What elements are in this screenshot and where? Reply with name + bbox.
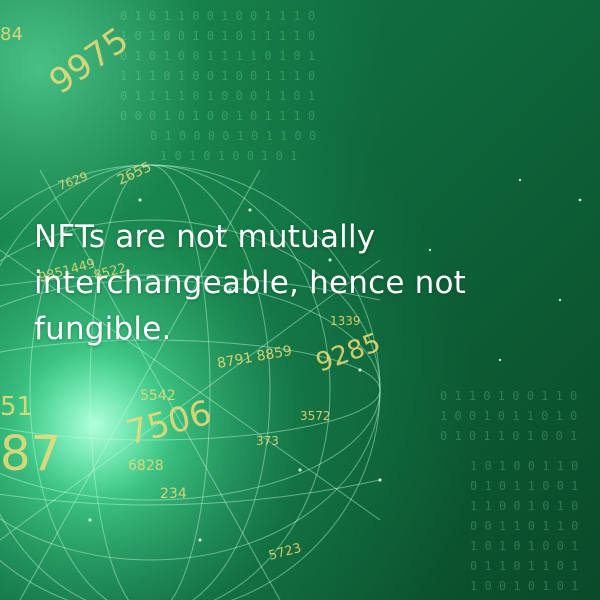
svg-text:51: 51 [0,392,33,422]
svg-text:0 1 0 0 0 0 1 0 1 1 0 0: 0 1 0 0 0 0 1 0 1 1 0 0 [150,129,316,143]
svg-text:3572: 3572 [300,409,331,423]
wireframe-globe [0,164,381,600]
binary-code-pattern: 0 1 0 1 1 0 0 1 0 0 1 1 1 0 1 0 1 0 0 1 … [120,9,578,593]
headline-text: NFTs are not mutually interchangeable, h… [34,219,467,347]
svg-text:1 0 1 0 0 1 0 1 0 1 1 1 1 0: 1 0 1 0 0 1 0 1 0 1 1 1 1 0 [120,29,315,43]
svg-text:1 0 1 0 1 0 0 1: 1 0 1 0 1 0 0 1 [470,539,578,553]
svg-text:6828: 6828 [128,458,164,474]
svg-text:0 1 0 1 0 0 1 1 1 1 0 1 0 1: 0 1 0 1 0 0 1 1 1 1 0 1 0 1 [120,49,315,63]
svg-text:373: 373 [256,434,279,448]
svg-text:1 0 0 1 0 1 1 0 1 0: 1 0 0 1 0 1 1 0 1 0 [440,409,577,423]
svg-text:5723: 5723 [267,541,303,564]
svg-text:0 1 1 0 1 0 0 1 1 0: 0 1 1 0 1 0 0 1 1 0 [440,389,577,403]
svg-text:1 0 0 1 0 1 0 1: 1 0 0 1 0 1 0 1 [470,579,578,593]
svg-text:7629: 7629 [56,169,89,193]
svg-text:5542: 5542 [140,388,176,404]
svg-text:0 1 0 1 1 0 1 0 0 1: 0 1 0 1 1 0 1 0 0 1 [440,429,577,443]
svg-text:1 0 1 0 1 0 0 1 0 1: 1 0 1 0 1 0 0 1 0 1 [160,149,297,163]
svg-text:1339: 1339 [330,314,361,328]
svg-text:1 1 0 0 1 0 1 0: 1 1 0 0 1 0 1 0 [470,499,578,513]
svg-text:0 1 1 1 1 0 1 0 0 0 1 1 0 1: 0 1 1 1 1 0 1 0 0 0 1 1 0 1 [120,89,315,103]
svg-text:0 1 0 1 1 0 0 1: 0 1 0 1 1 0 0 1 [470,479,578,493]
network-nodes [58,178,582,542]
svg-text:234: 234 [160,486,187,502]
svg-text:2655: 2655 [115,159,154,189]
svg-text:0 0 1 1 0 1 1 0: 0 0 1 1 0 1 1 0 [470,519,578,533]
svg-text:87: 87 [0,426,61,482]
svg-text:0 1 0 1 1 0 0 1 0 0 1 1 1 0: 0 1 0 1 1 0 0 1 0 0 1 1 1 0 [120,9,315,23]
svg-text:1 0 1 0 0 1 1 0: 1 0 1 0 0 1 1 0 [470,459,578,473]
svg-text:84: 84 [0,24,23,45]
svg-text:0 0 0 1 0 1 0 0 1 0 1 1 1 0: 0 0 0 1 0 1 0 0 1 0 1 1 1 0 [120,109,315,123]
svg-text:1 1 1 0 1 0 0 1 0 0 1 1 1 0: 1 1 1 0 1 0 0 1 0 0 1 1 1 0 [120,69,315,83]
svg-text:0 1 1 0 1 1 0 1: 0 1 1 0 1 1 0 1 [470,559,578,573]
